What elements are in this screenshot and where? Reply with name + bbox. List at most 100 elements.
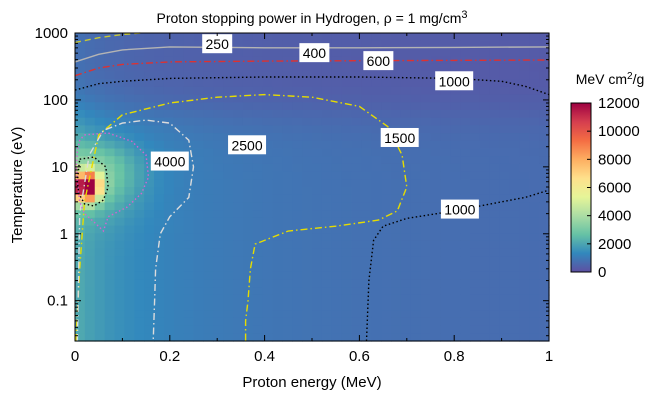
heatmap-cell [509, 264, 520, 273]
heatmap-cell [440, 194, 451, 203]
heatmap-cell [460, 63, 471, 73]
heatmap-cell [351, 302, 362, 311]
heatmap-cell [203, 156, 214, 165]
heatmap-cell [193, 79, 204, 88]
heatmap-cell [272, 163, 283, 173]
heatmap-cell [104, 148, 116, 157]
colorbar-tick-label: 0 [598, 264, 606, 281]
heatmap-cell [509, 279, 520, 288]
heatmap-cell [252, 102, 264, 111]
heatmap-cell [519, 248, 530, 257]
heatmap-cell [302, 148, 313, 157]
heatmap-cell [341, 40, 353, 49]
heatmap-cell [420, 148, 432, 157]
heatmap-cell [213, 125, 224, 134]
heatmap-cell [262, 125, 274, 134]
heatmap-cell [183, 94, 195, 103]
heatmap-cell [292, 94, 303, 103]
heatmap-cell [242, 56, 254, 65]
heatmap-cell [499, 202, 511, 211]
heatmap-cell [400, 79, 412, 88]
heatmap-cell [292, 217, 303, 227]
heatmap-cell [361, 86, 372, 96]
heatmap-cell [183, 240, 195, 250]
heatmap-cell [489, 233, 501, 242]
heatmap-cell [203, 63, 214, 73]
heatmap-cell [203, 148, 214, 157]
heatmap-cell [84, 194, 96, 203]
heatmap-cell [183, 217, 195, 227]
heatmap-cell [104, 279, 116, 288]
heatmap-cell [124, 40, 135, 49]
heatmap-cell [282, 256, 293, 265]
heatmap-cell [94, 117, 106, 126]
heatmap-cell [213, 148, 224, 157]
heatmap-cell [203, 86, 214, 96]
heatmap-cell [94, 202, 106, 211]
heatmap-cell [312, 302, 323, 311]
heatmap-cell [519, 233, 530, 242]
heatmap-cell [252, 325, 264, 334]
heatmap-cell [302, 317, 313, 327]
heatmap-cell [509, 217, 520, 227]
heatmap-cell [252, 264, 264, 273]
heatmap-cell [114, 48, 125, 57]
heatmap-cell [114, 148, 125, 157]
heatmap-cell [539, 125, 550, 134]
heatmap-cell [292, 210, 303, 219]
heatmap-cell [410, 225, 422, 234]
heatmap-cell [134, 264, 145, 273]
heatmap-cell [539, 256, 550, 265]
heatmap-cell [114, 294, 125, 304]
heatmap-cell [509, 187, 520, 196]
heatmap-cell [440, 294, 451, 304]
heatmap-cell [134, 233, 145, 242]
heatmap-cell [312, 264, 323, 273]
heatmap-cell [381, 171, 392, 180]
y-tick-label: 1 [60, 226, 68, 243]
heatmap-cell [539, 33, 550, 42]
heatmap-cell [242, 79, 254, 88]
heatmap-cell [262, 140, 274, 150]
heatmap-cell [400, 287, 412, 296]
heatmap-cell [312, 133, 323, 142]
heatmap-cell [509, 225, 520, 234]
heatmap-cell [282, 287, 293, 296]
heatmap-cell [381, 179, 392, 188]
heatmap-cell [272, 48, 283, 57]
heatmap-cell [163, 63, 175, 73]
heatmap-cell [479, 125, 491, 134]
heatmap-cell [371, 225, 382, 234]
heatmap-cell [292, 156, 303, 165]
heatmap-cell [84, 94, 96, 103]
heatmap-cell [470, 233, 481, 242]
heatmap-cell [312, 194, 323, 203]
heatmap-cell [331, 117, 343, 126]
heatmap-cell [163, 271, 175, 280]
heatmap-cell [351, 117, 362, 126]
heatmap-cell [173, 256, 185, 265]
heatmap-cell [499, 233, 511, 242]
heatmap-cell [479, 171, 491, 180]
heatmap-cell [173, 56, 185, 65]
heatmap-cell [341, 264, 353, 273]
heatmap-cell [361, 33, 372, 42]
heatmap-cell [519, 240, 530, 250]
contour-label-text: 400 [303, 45, 327, 61]
heatmap-cell [321, 110, 333, 119]
heatmap-cell [519, 217, 530, 227]
heatmap-cell [410, 71, 422, 80]
heatmap-cell [173, 110, 185, 119]
heatmap-cell [193, 256, 204, 265]
heatmap-cell [163, 302, 175, 311]
heatmap-cell [341, 202, 353, 211]
heatmap-cell [203, 256, 214, 265]
heatmap-cell [479, 148, 491, 157]
heatmap-cell [233, 302, 244, 311]
heatmap-cell [183, 33, 195, 42]
heatmap-cell [272, 148, 283, 157]
heatmap-cell [420, 125, 432, 134]
heatmap-cell [450, 194, 461, 203]
heatmap-cell [400, 86, 412, 96]
heatmap-cell [400, 117, 412, 126]
